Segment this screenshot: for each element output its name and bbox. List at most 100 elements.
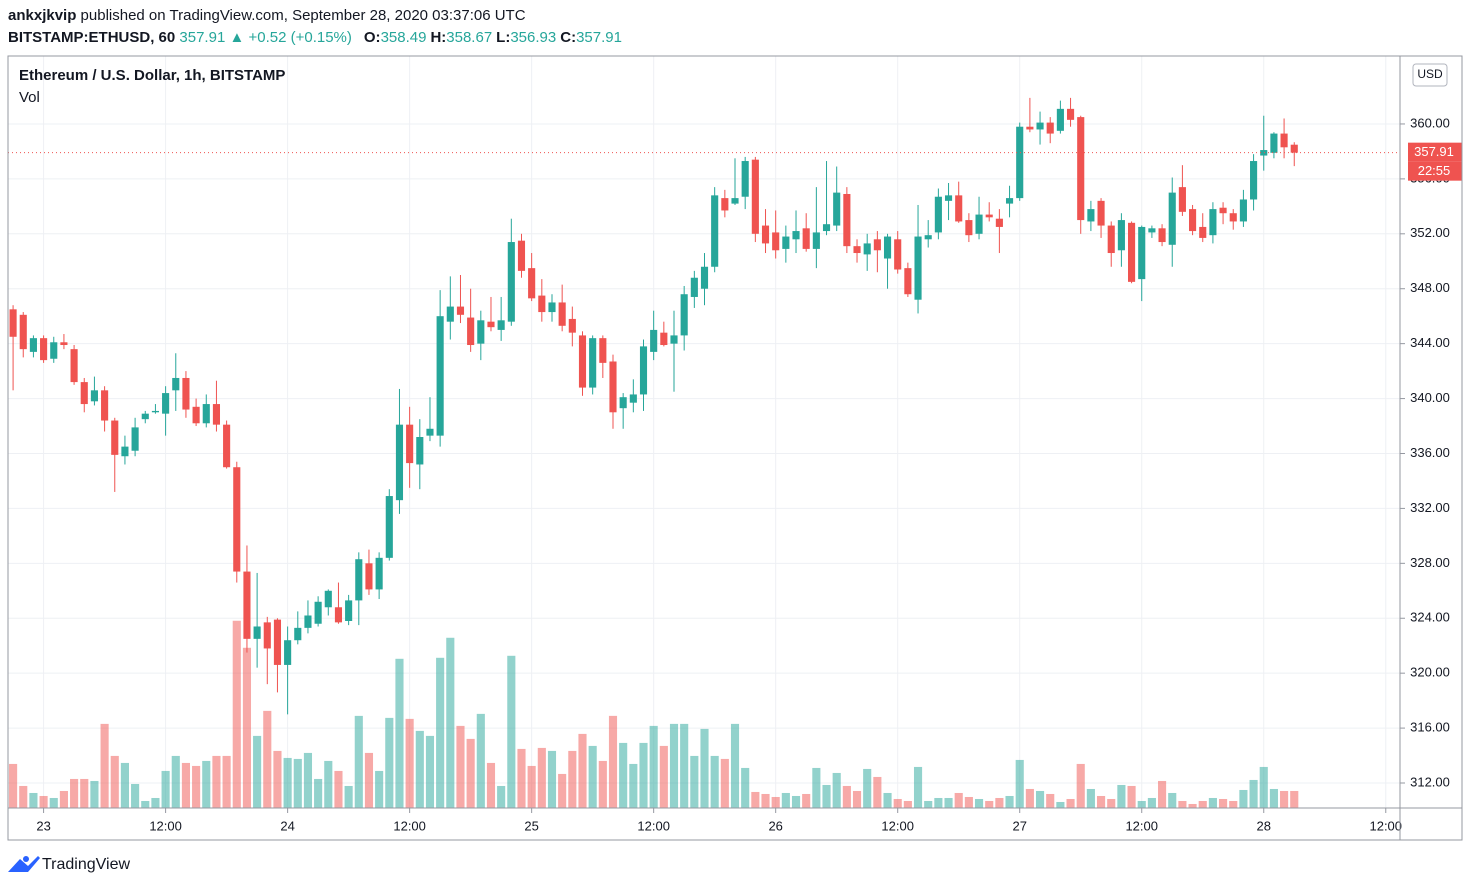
candle-body xyxy=(121,446,129,457)
volume-bar xyxy=(1290,790,1299,808)
x-tick-label: 28 xyxy=(1257,818,1271,833)
ohlc-label: H: xyxy=(430,29,446,46)
x-tick-label: 12:00 xyxy=(881,818,914,833)
volume-bar xyxy=(1035,790,1045,808)
candle-body xyxy=(578,335,587,388)
candle-body xyxy=(873,239,881,251)
volume-bar xyxy=(1280,790,1289,808)
volume-bar xyxy=(802,793,811,808)
candle-body xyxy=(273,619,282,665)
volume-bar xyxy=(303,752,313,808)
volume-bar xyxy=(1147,797,1156,808)
volume-bar xyxy=(842,785,851,808)
volume-bar xyxy=(1168,792,1177,808)
volume-bar xyxy=(547,750,557,808)
volume-bar xyxy=(710,755,719,808)
countdown: 22:55 xyxy=(1418,163,1451,178)
volume-bar xyxy=(263,710,272,808)
volume-bar xyxy=(639,742,648,808)
volume-bar xyxy=(1158,780,1167,808)
volume-bar xyxy=(375,770,384,808)
volume-bar xyxy=(29,792,38,808)
candle-body xyxy=(345,600,353,621)
volume-bar xyxy=(80,778,89,808)
ohlc-value: 358.49 xyxy=(381,29,427,46)
currency[interactable]: USD xyxy=(1417,67,1443,81)
candle-body xyxy=(1077,117,1085,221)
countdown-box xyxy=(1408,161,1462,181)
candle-body xyxy=(955,195,963,222)
candle-body xyxy=(731,198,739,204)
volume-bar xyxy=(283,757,292,808)
volume-bar xyxy=(90,780,99,808)
candle-body xyxy=(1229,213,1237,222)
volume-bar xyxy=(964,796,973,808)
volume-bar xyxy=(39,795,48,808)
ohlc-label: L: xyxy=(496,29,510,46)
volume-bar xyxy=(578,733,587,808)
candle-body xyxy=(883,236,892,259)
volume-bar xyxy=(436,657,445,808)
volume-bar xyxy=(883,792,892,808)
volume-bar xyxy=(1107,798,1116,808)
candle-body xyxy=(1117,220,1125,251)
volume-bar xyxy=(700,728,709,808)
candle-body xyxy=(965,220,973,236)
volume-bar xyxy=(324,760,333,808)
volume-bar xyxy=(273,750,282,808)
volume-bar xyxy=(822,784,831,808)
candle-body xyxy=(1189,209,1197,232)
candle-body xyxy=(456,306,465,315)
y-tick-label: 336.00 xyxy=(1410,445,1450,460)
volume-bar xyxy=(49,797,58,808)
volume-bar xyxy=(1188,803,1197,808)
candle-body xyxy=(1219,207,1227,214)
candle-body xyxy=(721,198,729,211)
volume-bar xyxy=(161,770,170,808)
candle-body xyxy=(772,232,780,251)
last-price-box xyxy=(1408,142,1462,162)
candle-body xyxy=(1178,187,1186,212)
volume-bar xyxy=(852,790,862,808)
volume-bar xyxy=(1249,779,1258,808)
x-tick-label: 25 xyxy=(524,818,538,833)
currency-box[interactable] xyxy=(1412,63,1448,87)
volume-bar xyxy=(446,637,455,808)
volume-bar xyxy=(222,755,231,808)
y-tick-label: 312.00 xyxy=(1410,774,1450,789)
candle-body xyxy=(131,427,139,451)
candle-body xyxy=(1097,200,1105,226)
volume-bar xyxy=(364,752,374,808)
volume-bar xyxy=(1208,797,1217,808)
candle-body xyxy=(517,240,526,271)
volume-bar xyxy=(1137,800,1146,808)
candle-body xyxy=(1056,108,1064,131)
candle-body xyxy=(1066,108,1075,120)
volume-bar xyxy=(619,742,628,808)
x-tick-label: 12:00 xyxy=(1125,818,1158,833)
volume-bar xyxy=(669,723,679,808)
volume-bar xyxy=(1239,789,1248,808)
volume-bar xyxy=(985,800,994,808)
candle-body xyxy=(934,196,942,233)
volume-bar xyxy=(598,760,607,808)
volume-bar xyxy=(1015,759,1024,808)
volume-bar xyxy=(1198,800,1207,808)
candle-body xyxy=(202,404,210,424)
volume-label: Vol xyxy=(19,89,40,106)
candle-body xyxy=(355,559,363,601)
volume-bar xyxy=(629,763,638,808)
volume-bar xyxy=(1066,798,1075,808)
volume-bar xyxy=(253,735,262,808)
volume-bar xyxy=(527,765,536,808)
volume-bar xyxy=(59,790,68,808)
candle-body xyxy=(1026,126,1034,130)
volume-bar xyxy=(1086,788,1095,808)
candle-body xyxy=(1046,122,1054,134)
candle-body xyxy=(1290,144,1298,153)
candle-body xyxy=(101,390,109,421)
candle-body xyxy=(1250,161,1258,200)
candle-body xyxy=(40,338,48,361)
candle-body xyxy=(680,294,688,336)
